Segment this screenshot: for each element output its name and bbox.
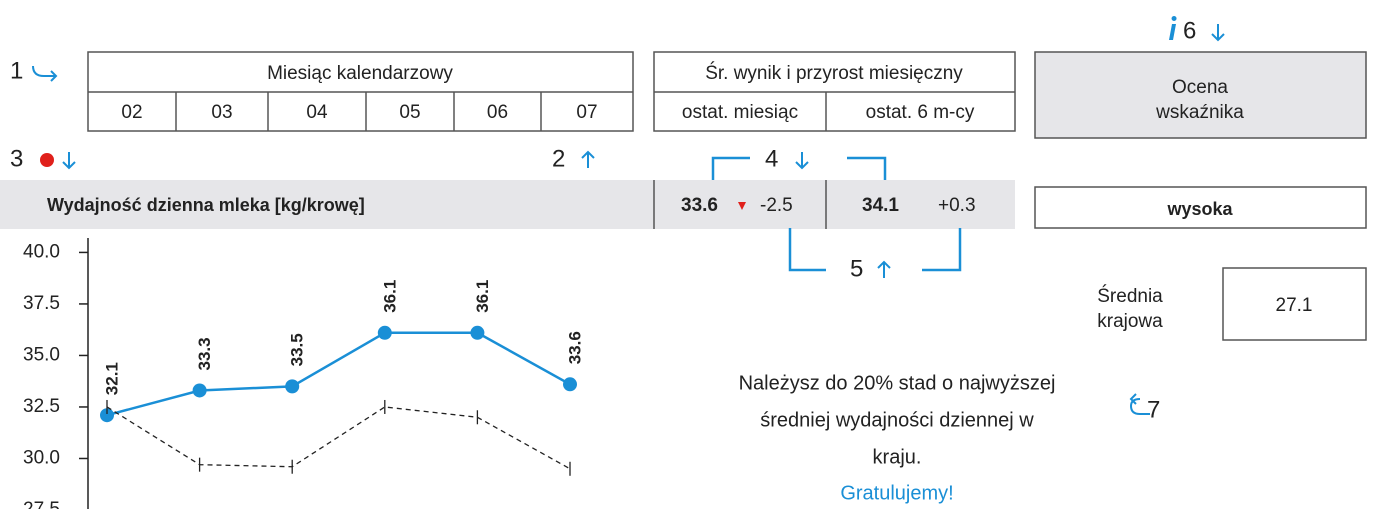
message-highlight: Gratulujemy! <box>840 482 953 504</box>
last-6-header: ostat. 6 m-cy <box>866 102 975 123</box>
arrow-icon <box>795 152 809 170</box>
last6-change: +0.3 <box>938 195 976 216</box>
red-dot <box>40 153 54 167</box>
month-label: 03 <box>211 102 232 123</box>
data-label: 33.5 <box>288 333 307 366</box>
row-label: Wydajność dzienna mleka [kg/krowę] <box>47 195 365 215</box>
bracket <box>788 228 962 272</box>
data-label: 33.3 <box>195 337 214 370</box>
y-tick-label: 30.0 <box>23 448 60 469</box>
month-label: 04 <box>306 102 328 123</box>
point <box>470 325 485 340</box>
rating-value: wysoka <box>1166 199 1233 219</box>
y-tick-label: 35.0 <box>23 344 60 365</box>
marker: 3 <box>10 145 23 172</box>
arrow-icon <box>1129 393 1150 415</box>
arrow-icon <box>62 152 76 170</box>
arrow-icon <box>877 260 891 278</box>
message-line: Należysz do 20% stad o najwyższej <box>739 372 1056 394</box>
data-label: 33.6 <box>565 331 584 364</box>
marker: 5 <box>850 255 863 282</box>
national-label: Średnia <box>1097 285 1163 307</box>
bracket <box>711 156 887 180</box>
marker: 1 <box>10 57 23 84</box>
national-value: 27.1 <box>1276 295 1313 316</box>
rating-title: Ocena <box>1172 77 1228 98</box>
series-line <box>106 406 571 470</box>
arrow-icon <box>1211 24 1225 42</box>
last6-value: 34.1 <box>862 195 899 216</box>
row-band <box>0 180 1015 229</box>
data-label: 36.1 <box>380 280 399 313</box>
last-month-change: -2.5 <box>760 195 793 216</box>
data-label: 36.1 <box>473 280 492 313</box>
point <box>100 408 114 423</box>
rating-title: wskaźnika <box>1155 102 1244 123</box>
series-line <box>106 331 571 417</box>
month-label: 07 <box>576 102 597 123</box>
down-indicator <box>738 202 746 210</box>
month-label: 06 <box>487 102 508 123</box>
avg-title: Śr. wynik i przyrost miesięczny <box>705 62 963 84</box>
last-month-header: ostat. miesiąc <box>682 102 798 123</box>
point <box>377 325 392 340</box>
month-label: 02 <box>121 102 142 123</box>
message-line: średniej wydajności dziennej w <box>760 409 1034 431</box>
marker: 7 <box>1147 396 1160 423</box>
marker: 6 <box>1183 17 1196 44</box>
y-tick-label: 37.5 <box>23 293 60 314</box>
y-tick-label: 27.5 <box>23 499 60 509</box>
national-box <box>1222 267 1367 341</box>
info-icon <box>1169 16 1177 40</box>
point <box>192 383 207 398</box>
arrow-icon <box>581 150 595 168</box>
point <box>563 377 577 392</box>
rating-value-box <box>1034 186 1367 229</box>
marker: 2 <box>552 145 565 172</box>
y-tick-label: 40.0 <box>23 241 60 262</box>
point <box>285 379 300 394</box>
marker: 4 <box>765 145 778 172</box>
rating-box <box>1034 51 1367 139</box>
national-label: krajowa <box>1097 311 1163 332</box>
arrow-icon <box>32 65 58 82</box>
data-label: 32.1 <box>102 362 121 395</box>
chart: 40.0 37.5 35.0 32.5 30.0 27.5 32.1 33.3 33.5 36.1… <box>23 238 584 509</box>
months-title: Miesiąc kalendarzowy <box>267 63 453 84</box>
y-tick-label: 32.5 <box>23 396 60 417</box>
last-month-value: 33.6 <box>681 195 718 216</box>
month-label: 05 <box>399 102 420 123</box>
message-line: kraju. <box>873 446 922 468</box>
